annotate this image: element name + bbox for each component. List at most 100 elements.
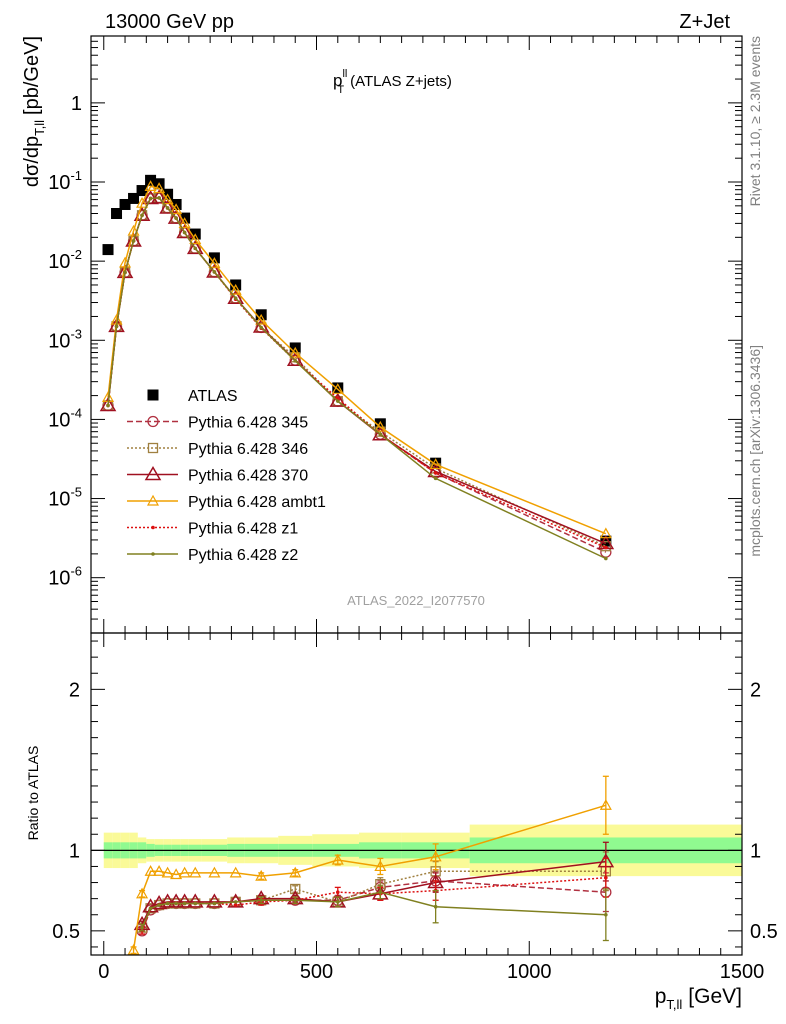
plot-title-sub: T (337, 84, 344, 96)
ratio-line-ambt1 (132, 804, 607, 951)
ratio-point-ambt1 (153, 865, 166, 876)
legend-label-p370: Pythia 6.428 370 (188, 468, 308, 485)
point-z2 (165, 206, 170, 210)
point-p370 (176, 224, 193, 239)
ratio-point-z2 (182, 901, 187, 906)
point-data (128, 192, 140, 204)
series-data (102, 174, 612, 547)
point-p370 (227, 289, 244, 304)
y-axis-label-main: dσ/dpT,ll [pb/GeV] (21, 36, 47, 187)
point-ambt1 (229, 283, 242, 295)
point-data (332, 382, 344, 394)
ratio-point-ambt1 (229, 866, 242, 878)
point-ambt1 (161, 193, 174, 205)
y-tick-label: 1 (71, 93, 82, 115)
ratio-series-ambt1 (127, 775, 612, 955)
x-tick-label: 0 (98, 961, 109, 983)
y-tick-label: 10-6 (48, 564, 82, 590)
point-ambt1 (374, 420, 387, 432)
ratio-y-tick-label: 2 (69, 679, 80, 701)
y-tick-exp: -4 (70, 405, 82, 420)
point-data (102, 244, 114, 256)
ratio-point-z2 (335, 900, 340, 904)
point-ambt1 (136, 196, 149, 208)
ratio-y-tick-label-right: 1 (750, 840, 761, 862)
ratio-point-p370 (159, 893, 176, 908)
point-p370 (186, 239, 204, 255)
ratio-line-p345 (141, 880, 606, 932)
point-z2 (212, 270, 217, 274)
point-ambt1 (331, 383, 344, 394)
series-line-z1 (107, 197, 607, 549)
series-line-ambt1 (107, 185, 607, 535)
ratio-series-group (127, 775, 615, 955)
ratio-point-ambt1 (127, 943, 140, 955)
y-label-main-sub: T,ll (32, 120, 47, 136)
point-ambt1 (429, 458, 442, 470)
ratio-point-ambt1 (170, 868, 183, 880)
x-tick-label: 500 (300, 961, 333, 983)
legend-marker-ambt1 (146, 494, 160, 506)
point-p370 (125, 232, 142, 247)
x-tick-label: 1000 (507, 961, 552, 983)
point-p370 (329, 392, 347, 407)
ratio-point-z2 (259, 898, 263, 903)
ratio-point-z2 (148, 906, 153, 911)
point-z2 (131, 239, 136, 243)
ratio-point-p370 (206, 893, 223, 908)
point-z1 (335, 396, 340, 401)
point-ambt1 (208, 257, 221, 268)
ratio-point-ambt1 (599, 799, 612, 810)
ratio-line-z1 (141, 876, 606, 932)
x-label-sub: T,ll (666, 997, 682, 1012)
ratio-point-ambt1 (331, 853, 344, 865)
point-z1 (604, 545, 608, 550)
point-z2 (378, 432, 383, 437)
point-z2 (106, 403, 110, 408)
point-z2 (174, 216, 178, 220)
y-tick-base: 10 (48, 568, 70, 590)
point-z2 (604, 556, 608, 561)
point-z2 (123, 270, 127, 275)
point-z1 (433, 471, 438, 475)
legend-marker-data (147, 389, 159, 401)
point-data (111, 208, 123, 220)
ratio-point-z2 (212, 901, 217, 906)
y-tick-label: 10-3 (48, 326, 82, 352)
side-label-top: Rivet 3.1.10, ≥ 2.3M events (747, 36, 763, 206)
y-label-main-b: [pb/GeV] (21, 36, 43, 115)
point-p370 (372, 426, 389, 441)
plot-title-main: p (333, 71, 342, 90)
ratio-point-z2 (193, 901, 198, 906)
point-z2 (148, 196, 153, 201)
point-z2 (335, 399, 340, 403)
ratio-y-tick-label-right: 0.5 (750, 921, 778, 943)
point-p370 (150, 189, 168, 204)
y-tick-base: 10 (48, 172, 70, 194)
legend-label-data: ATLAS (188, 388, 238, 405)
series-z2 (106, 196, 608, 561)
y-tick-base: 10 (48, 330, 70, 352)
point-z2 (293, 359, 298, 363)
point-ambt1 (127, 224, 140, 236)
y-tick-exp: -3 (70, 326, 82, 341)
ratio-point-z2 (433, 904, 438, 909)
y-tick-label: 10-4 (48, 405, 82, 431)
y-tick-label: 10-2 (48, 247, 82, 273)
main-frame (90, 35, 743, 634)
point-z2 (140, 213, 144, 218)
ratio-point-ambt1 (374, 860, 387, 872)
ratio-point-ambt1 (178, 866, 191, 878)
point-ambt1 (189, 233, 202, 245)
legend-label-z2: Pythia 6.428 z2 (188, 547, 298, 564)
point-data (136, 185, 148, 197)
point-ambt1 (153, 182, 166, 194)
series-line-p346 (107, 197, 607, 547)
point-ambt1 (144, 180, 157, 192)
point-data (119, 198, 131, 210)
point-ambt1 (170, 203, 183, 215)
plot-title: pll T (ATLAS Z+jets) (333, 68, 452, 96)
ratio-point-ambt1 (208, 866, 221, 878)
